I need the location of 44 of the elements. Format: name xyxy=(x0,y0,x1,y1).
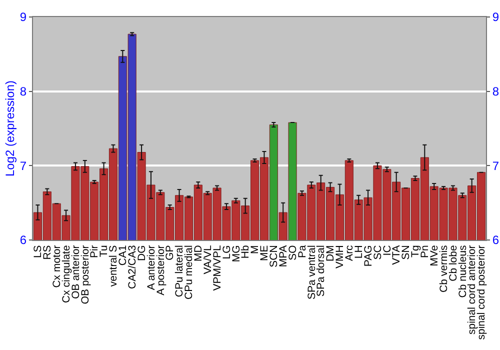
x-tick-label: spinal cord posterior xyxy=(476,244,488,340)
x-tick-label: SPa dorsal xyxy=(315,245,328,297)
x-tick-label: MD xyxy=(192,244,205,262)
x-tick-label: SN xyxy=(400,245,412,260)
x-tick-label: Tu xyxy=(98,245,110,258)
y-tick-label: 8 xyxy=(20,84,27,99)
x-tick-label: SC xyxy=(372,244,384,260)
x-tick-label: Cx cingulate xyxy=(60,245,72,303)
x-tick-label: A posterior xyxy=(154,244,167,296)
y2-tick-label: 6 xyxy=(492,233,500,248)
x-tick-label: CPu medial xyxy=(183,245,196,300)
x-tick-label: CA1 xyxy=(117,245,130,266)
y2-tick-label: 7 xyxy=(492,158,500,173)
x-tick-label: A anterior xyxy=(145,244,158,290)
x-tick-label: DM xyxy=(324,245,337,262)
x-tick-label: LS xyxy=(32,245,44,258)
x-tick-label: Hb xyxy=(240,245,252,259)
x-tick-label: Cb lobe xyxy=(447,245,460,282)
x-tick-label: Tg xyxy=(410,245,422,258)
x-tick-label: Pa xyxy=(296,245,308,258)
x-tick-label: ME xyxy=(258,245,271,261)
x-tick-label: OB posterior xyxy=(79,244,92,304)
x-tick-label: SCN xyxy=(268,245,280,268)
y-tick-label: 7 xyxy=(20,158,27,173)
y-tick-label: 9 xyxy=(20,10,27,24)
x-tick-label: VMH xyxy=(334,245,346,269)
x-tick-label: LG xyxy=(220,245,233,260)
x-tick-label: IC xyxy=(381,244,394,256)
y-axis-title: Log2 (expression) xyxy=(3,80,18,177)
x-tick-label: Pn xyxy=(419,245,432,258)
x-tick-label: spinal cord anterior xyxy=(466,244,478,334)
x-tick-label: VTA xyxy=(390,245,403,265)
x-tick-label: Cb nucleus xyxy=(456,245,469,298)
x-tick-label: M xyxy=(249,245,262,254)
x-tick-label: ventral S xyxy=(108,245,120,287)
x-tick-label: OB anterior xyxy=(70,244,82,299)
x-tick-label: RS xyxy=(42,245,54,260)
y2-tick-label: 9 xyxy=(492,10,500,24)
x-tick-label: Cx motor xyxy=(51,244,63,288)
x-tick-label: GP xyxy=(164,245,176,260)
x-tick-label: Pir xyxy=(88,244,101,258)
x-tick-label: Arc xyxy=(344,245,356,261)
y2-tick-label: 8 xyxy=(492,84,500,99)
y-tick-label: 6 xyxy=(20,233,27,248)
